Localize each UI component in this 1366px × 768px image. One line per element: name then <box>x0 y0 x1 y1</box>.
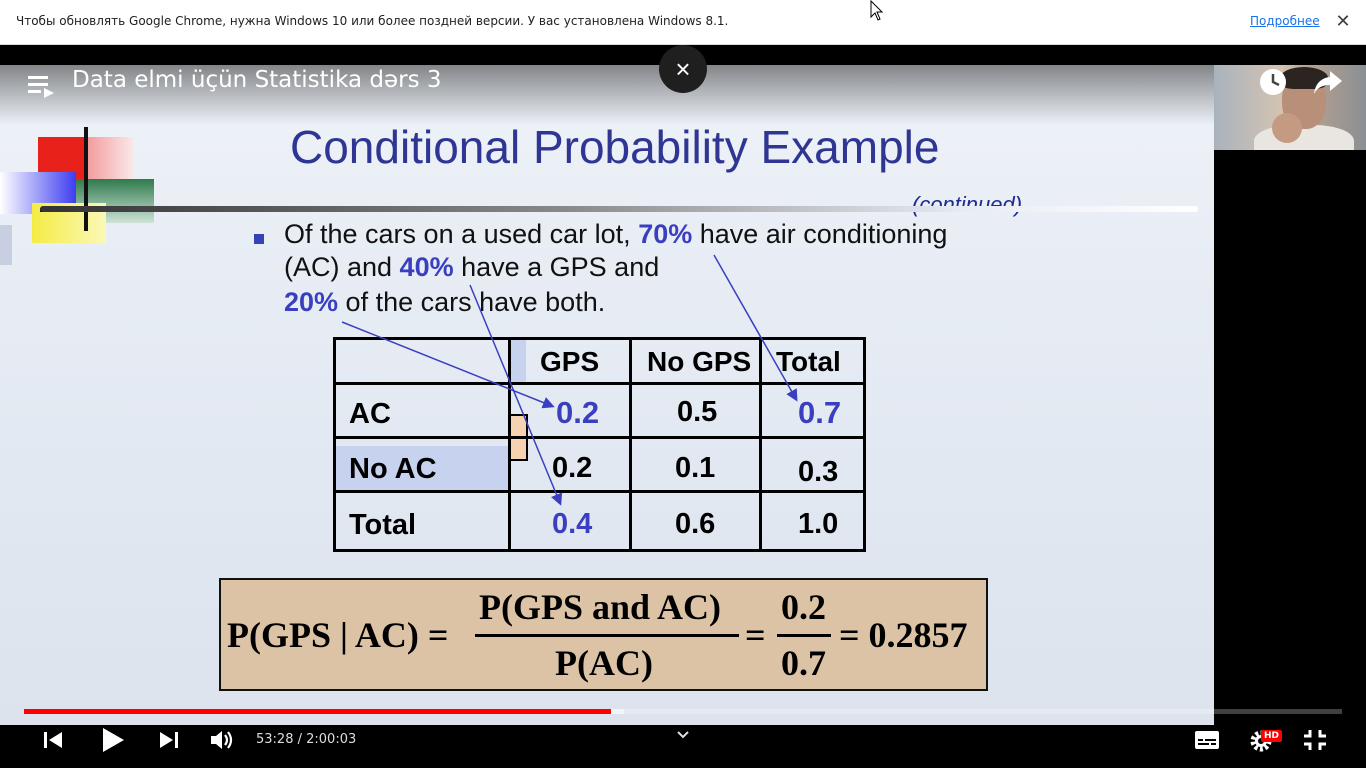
time-total: 2:00:03 <box>306 732 357 747</box>
arrow-40-to-total-gps <box>469 284 563 506</box>
table-cell-total-gps: 0.4 <box>552 508 593 540</box>
formula-fraction-bar-1 <box>475 634 739 637</box>
table-cell-total-nogps: 0.6 <box>675 508 716 540</box>
slide-title-rule <box>40 206 1198 212</box>
table-row-divider-3 <box>336 490 863 493</box>
table-row-divider-2 <box>336 436 863 439</box>
highlight-20-percent: 20% <box>284 287 339 317</box>
table-cell-noac-total: 0.3 <box>798 456 839 488</box>
line1-text-a: Of the cars on a used car lot, <box>284 219 639 249</box>
table-cell-ac-nogps: 0.5 <box>677 396 718 428</box>
video-player[interactable]: Conditional Probability Example (continu… <box>0 45 1366 768</box>
formula-denominator-2: 0.7 <box>781 643 826 683</box>
table-highlight-strip <box>508 340 526 382</box>
exit-fullscreen-icon[interactable] <box>1302 728 1328 752</box>
table-cell-noac-gps: 0.2 <box>552 452 593 484</box>
time-current: 53:28 <box>256 732 294 747</box>
bullet-square-icon <box>254 234 264 244</box>
play-icon[interactable] <box>100 726 126 754</box>
probability-table: GPS No GPS Total AC 0.2 0.5 0.7 No AC 0.… <box>333 337 866 552</box>
slide-decoration-pink <box>86 137 134 179</box>
table-row-label-total: Total <box>349 509 417 541</box>
table-row-label-noac: No AC <box>349 453 437 485</box>
playlist-icon[interactable] <box>26 72 56 100</box>
close-overlay-button[interactable]: × <box>659 45 707 93</box>
progress-played[interactable] <box>24 709 611 714</box>
table-cell-total-total: 1.0 <box>798 508 839 540</box>
highlight-40-percent: 40% <box>399 252 454 282</box>
paragraph-line-2: (AC) and 40% have a GPS and <box>284 252 659 283</box>
slide-decoration-left-strip <box>0 225 12 265</box>
progress-track[interactable] <box>24 709 1342 714</box>
webcam-shirt <box>1254 125 1354 150</box>
line1-text-b: have air conditioning <box>692 219 948 249</box>
table-cell-ac-gps: 0.2 <box>556 395 600 430</box>
arrow-20-to-ac-gps <box>341 321 555 409</box>
video-frame-slide[interactable]: Conditional Probability Example (continu… <box>0 65 1214 725</box>
player-top-gradient <box>0 65 1214 125</box>
formula-denominator: P(AC) <box>555 643 653 683</box>
webcam-hair <box>1280 67 1328 89</box>
time-separator: / <box>293 732 307 747</box>
table-cell-ac-total: 0.7 <box>798 395 842 430</box>
volume-icon[interactable] <box>209 728 235 752</box>
table-row-label-ac: AC <box>349 398 391 430</box>
webcam-hand <box>1272 113 1302 143</box>
table-row-divider-1 <box>336 382 863 385</box>
formula-box: P(GPS | AC) = P(GPS and AC) P(AC) = 0.2 … <box>219 578 988 691</box>
webcam-overlay <box>1214 65 1366 150</box>
slide-title: Conditional Probability Example <box>290 121 940 173</box>
highlight-70-percent: 70% <box>638 219 693 249</box>
infobar-close-button[interactable]: ✕ <box>1335 11 1351 31</box>
infobar-learn-more-link[interactable]: Подробнее <box>1250 14 1320 28</box>
table-highlight-noac <box>336 446 508 492</box>
table-header-no-gps: No GPS <box>647 346 752 377</box>
hd-badge: HD <box>1261 730 1283 742</box>
formula-lhs: P(GPS | AC) = <box>227 615 449 655</box>
watch-later-clock-icon[interactable] <box>1258 67 1288 97</box>
time-display: 53:28 / 2:00:03 <box>256 732 356 747</box>
subtitles-icon[interactable] <box>1194 729 1220 751</box>
slide-continued-label: (continued) <box>912 192 1023 217</box>
slide-decoration-vline <box>84 127 88 231</box>
formula-numerator-2: 0.2 <box>781 587 826 627</box>
paragraph-line-3: 20% of the cars have both. <box>284 287 605 318</box>
formula-result: = 0.2857 <box>839 615 968 655</box>
formula-equals-2: = <box>745 615 766 655</box>
line3-text-b: of the cars have both. <box>338 287 606 317</box>
line2-text-b: have a GPS and <box>453 252 660 282</box>
mouse-cursor-icon <box>870 0 884 21</box>
chevron-down-icon[interactable] <box>676 729 690 741</box>
table-header-gps: GPS <box>540 346 600 377</box>
infobar-message: Чтобы обновлять Google Chrome, нужна Win… <box>16 14 729 28</box>
annotation-arrows <box>341 254 798 506</box>
previous-icon[interactable] <box>42 729 64 751</box>
arrow-70-to-ac-total <box>713 254 798 402</box>
table-cell-noac-nogps: 0.1 <box>675 452 716 484</box>
line2-text-a: (AC) and <box>284 252 400 282</box>
table-col-divider-1 <box>508 340 511 549</box>
table-col-divider-3 <box>759 340 762 549</box>
formula-numerator: P(GPS and AC) <box>479 587 722 627</box>
table-col-divider-2 <box>629 340 632 549</box>
chrome-update-infobar: Чтобы обновлять Google Chrome, нужна Win… <box>0 0 1366 45</box>
share-arrow-icon[interactable] <box>1312 67 1344 97</box>
table-header-total: Total <box>776 346 841 377</box>
video-title[interactable]: Data elmi üçün Statistika dərs 3 <box>72 67 442 93</box>
formula-fraction-bar-2 <box>777 634 831 637</box>
paragraph-line-1: Of the cars on a used car lot, 70% have … <box>284 219 947 250</box>
next-icon[interactable] <box>158 729 180 751</box>
